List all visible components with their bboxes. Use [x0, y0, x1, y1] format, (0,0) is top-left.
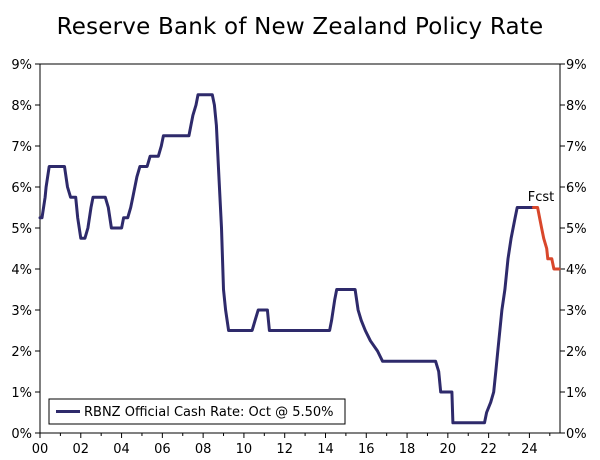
x-tick-label: 20 — [440, 442, 457, 457]
y-tick-label-right: 6% — [566, 181, 587, 196]
y-tick-label-left: 3% — [11, 304, 32, 319]
y-tick-label-left: 7% — [11, 140, 32, 155]
series-line-ocr — [38, 93, 535, 425]
forecast-annotation: Fcst — [528, 190, 555, 205]
series-line-forecast — [532, 206, 561, 271]
y-tick-label-right: 7% — [566, 140, 587, 155]
y-tick-label-right: 0% — [566, 427, 587, 442]
legend: RBNZ Official Cash Rate: Oct @ 5.50% — [48, 398, 346, 425]
x-tick-label: 14 — [317, 442, 334, 457]
y-tick-label-left: 4% — [11, 263, 32, 278]
y-tick-label-left: 0% — [11, 427, 32, 442]
x-tick-label: 04 — [113, 442, 130, 457]
x-tick-label: 08 — [195, 442, 212, 457]
y-tick-label-right: 4% — [566, 263, 587, 278]
y-tick-label-right: 2% — [566, 345, 587, 360]
y-tick-label-right: 1% — [566, 386, 587, 401]
x-tick-label: 12 — [276, 442, 293, 457]
x-tick-label: 02 — [73, 442, 90, 457]
legend-box — [48, 398, 346, 425]
y-axis-left: 0% 1% 2% 3% 4% 5% 6% 7% 8% 9% — [11, 58, 40, 442]
y-tick-label-right: 9% — [566, 58, 587, 73]
x-tick-label: 24 — [521, 442, 538, 457]
y-tick-label-left: 5% — [11, 222, 32, 237]
y-tick-label-left: 1% — [11, 386, 32, 401]
chart-title: Reserve Bank of New Zealand Policy Rate — [56, 14, 544, 40]
x-tick-label: 16 — [358, 442, 375, 457]
y-tick-label-right: 8% — [566, 99, 587, 114]
x-tick-label: 10 — [236, 442, 253, 457]
y-axis-right: 0% 1% 2% 3% 4% 5% 6% 7% 8% 9% — [560, 58, 587, 442]
x-axis: 00 02 04 06 08 10 12 14 16 18 20 22 24 — [32, 433, 551, 457]
legend-label: RBNZ Official Cash Rate: Oct @ 5.50% — [84, 405, 334, 420]
plot-frame — [39, 63, 561, 434]
x-tick-label: 22 — [480, 442, 497, 457]
x-tick-label: 06 — [154, 442, 171, 457]
y-tick-label-right: 5% — [566, 222, 587, 237]
y-tick-label-left: 9% — [11, 58, 32, 73]
y-tick-label-left: 6% — [11, 181, 32, 196]
series-layer — [38, 93, 561, 425]
x-tick-label: 00 — [32, 442, 49, 457]
x-tick-label: 18 — [399, 442, 416, 457]
y-tick-label-left: 8% — [11, 99, 32, 114]
y-tick-label-left: 2% — [11, 345, 32, 360]
y-tick-label-right: 3% — [566, 304, 587, 319]
